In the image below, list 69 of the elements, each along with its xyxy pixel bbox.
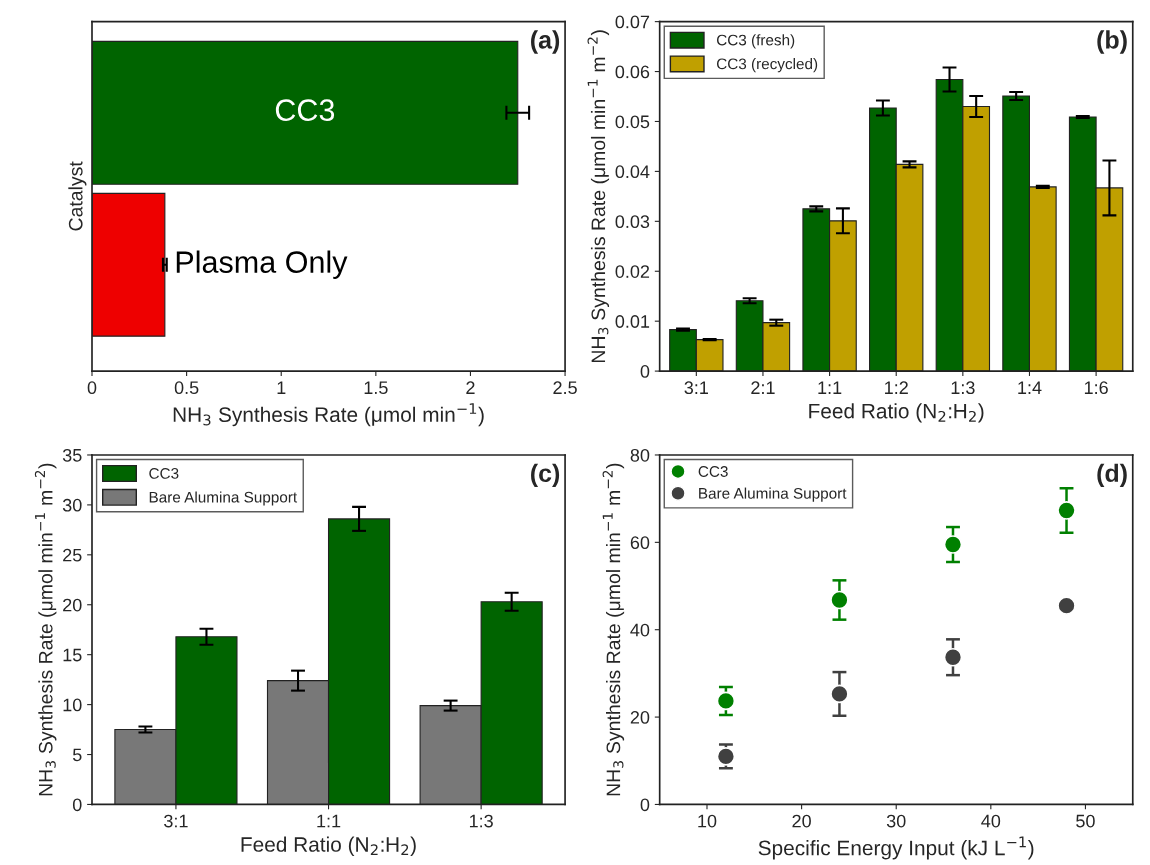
y-axis-title: Catalyst xyxy=(68,161,87,231)
x-axis-title: NH$_{3}$ Synthesis Rate (μmol min$^{−1}$) xyxy=(173,403,484,427)
y-tick-label: 20 xyxy=(63,598,82,612)
y-tick-label: 0 xyxy=(640,365,650,378)
legend-label: CC3 (recycled) xyxy=(716,58,818,73)
y-tick-label: 0.01 xyxy=(615,315,650,328)
y-tick-label: Plasma Only xyxy=(176,250,348,279)
y-tick-label: 0.04 xyxy=(615,165,650,179)
legend-label: Bare Alumina Support xyxy=(699,487,847,502)
x-tick-label: 20 xyxy=(792,814,811,828)
x-tick-label: 3:1 xyxy=(164,814,188,828)
y-axis-title: NH$_{3}$ Synthesis Rate (μmol min$^{−1}$ m$^{−2}$) xyxy=(34,463,57,796)
y-tick-label: 0.05 xyxy=(615,115,650,129)
legend-label: Bare Alumina Support xyxy=(149,491,298,506)
y-axis-title: NH$_{3}$ Synthesis Rate (μmol min$^{−1}$ m$^{−2}$) xyxy=(587,30,610,362)
y-tick-label: 60 xyxy=(630,536,650,550)
x-tick-label: 2.5 xyxy=(553,381,577,395)
y-tick-label: 10 xyxy=(63,698,82,712)
y-tick-label: 0.07 xyxy=(615,15,650,29)
y-tick-label: 0 xyxy=(640,798,650,812)
x-tick-label: 0 xyxy=(87,381,97,395)
point xyxy=(716,691,736,711)
x-axis-title: Feed Ratio (N$_{2}$:H$_{2}$) xyxy=(241,836,416,856)
y-tick-label: 0.06 xyxy=(615,65,650,79)
x-tick-label: 10 xyxy=(698,814,717,828)
x-tick-label: 1 xyxy=(277,381,286,394)
point xyxy=(716,747,736,766)
x-tick-label: 1:1 xyxy=(317,814,341,828)
annotation: (d) xyxy=(1097,463,1127,488)
y-tick-label: 0.02 xyxy=(615,265,650,278)
x-tick-label: 1:3 xyxy=(951,381,975,395)
annotation: (a) xyxy=(531,30,560,54)
y-tick-label: 30 xyxy=(62,498,82,512)
x-tick-label: 2:1 xyxy=(751,381,775,394)
x-tick-label: 0.5 xyxy=(174,381,199,395)
point xyxy=(830,590,849,610)
y-tick-label: 40 xyxy=(630,623,650,637)
y-axis-title: NH$_{3}$ Synthesis Rate (μmol min$^{−1}$ m$^{−2}$) xyxy=(602,463,625,796)
y-tick-label: 0 xyxy=(72,798,82,812)
x-tick-label: 3:1 xyxy=(684,381,708,395)
point xyxy=(943,535,963,554)
y-tick-label: 5 xyxy=(72,748,82,762)
point xyxy=(1057,596,1076,616)
x-tick-label: 1:1 xyxy=(818,381,842,394)
annotation: (b) xyxy=(1097,30,1127,54)
y-tick-label: 20 xyxy=(630,711,650,724)
point xyxy=(830,684,849,704)
y-tick-label: 25 xyxy=(63,548,82,562)
legend-label: CC3 xyxy=(698,466,728,477)
x-tick-label: 1.5 xyxy=(364,381,388,395)
point xyxy=(1057,501,1076,520)
point xyxy=(943,647,963,667)
x-tick-label: 50 xyxy=(1076,814,1095,828)
x-tick-label: 30 xyxy=(886,814,906,828)
x-axis-title: Feed Ratio (N$_{2}$:H$_{2}$) xyxy=(809,403,984,423)
x-tick-label: 1:3 xyxy=(469,814,493,828)
annotation: (c) xyxy=(531,463,560,488)
x-tick-label: 40 xyxy=(981,814,1001,828)
x-axis-title: Specific Energy Input (kJ L$^{−1}$) xyxy=(758,836,1034,860)
x-tick-label: 1:6 xyxy=(1084,381,1108,395)
y-tick-label: 35 xyxy=(62,448,82,462)
x-tick-label: 1:2 xyxy=(885,381,908,394)
x-tick-label: 1:4 xyxy=(1018,381,1042,394)
x-tick-label: 2 xyxy=(466,381,475,394)
y-tick-label: 15 xyxy=(63,648,82,662)
legend-label: CC3 (fresh) xyxy=(716,34,795,49)
legend-label: CC3 xyxy=(149,467,179,479)
y-tick-label: 0.03 xyxy=(615,215,650,229)
y-tick-label: 80 xyxy=(630,448,650,462)
